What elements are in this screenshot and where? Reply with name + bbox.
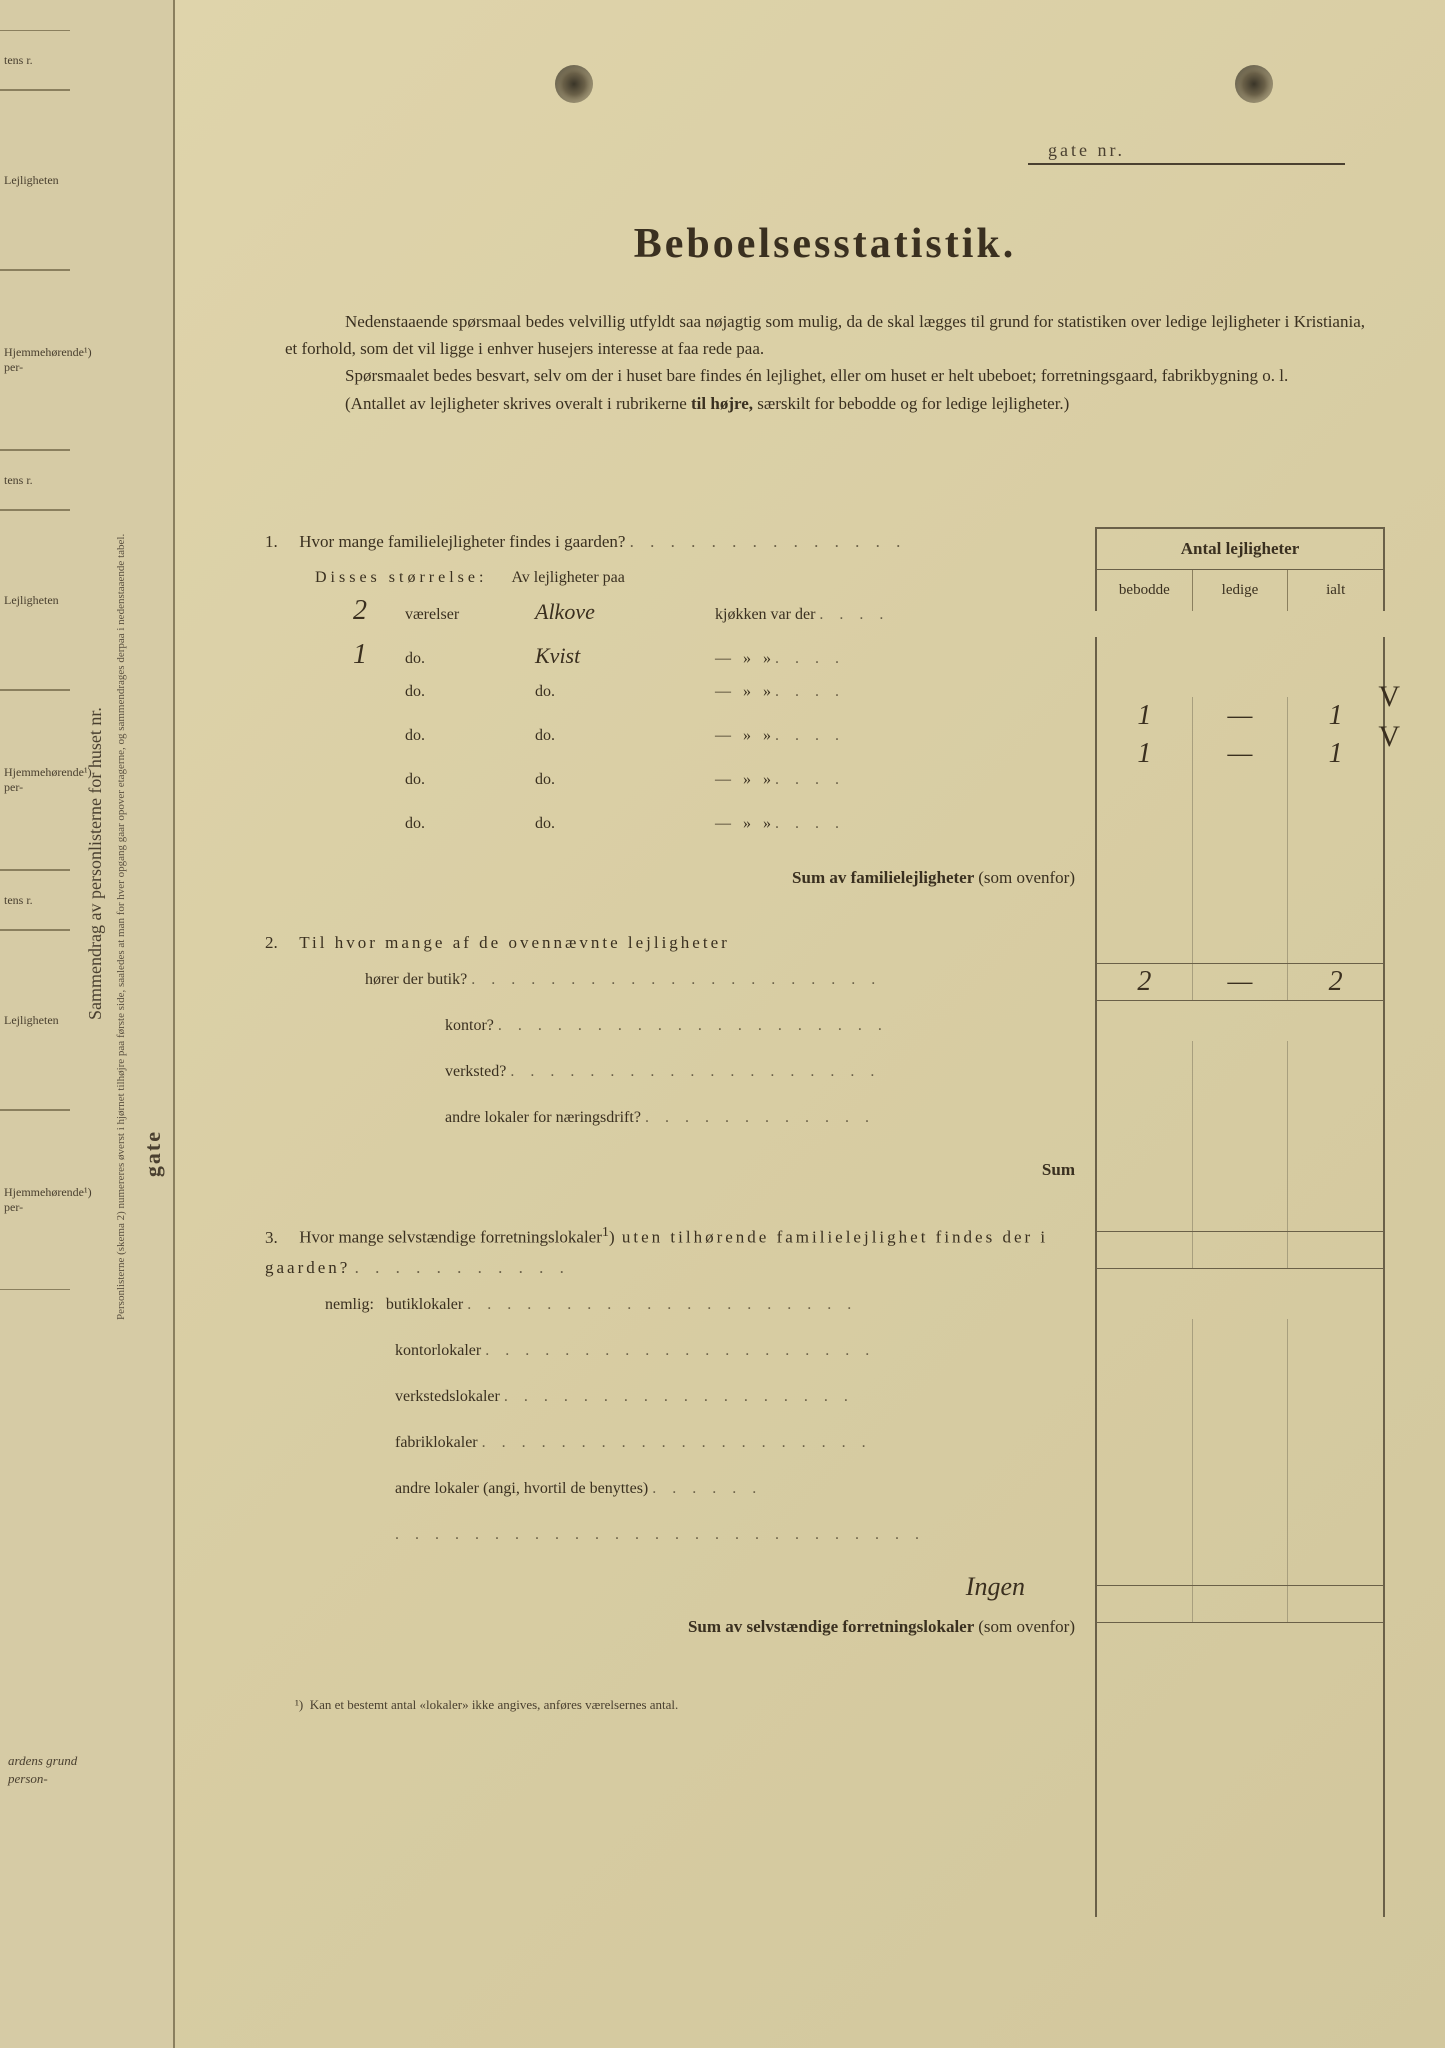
edge-tab: Lejligheten [0,90,70,270]
form-table-area: Antal lejligheter bebodde ledige ialt 1 … [265,527,1385,1637]
q3-row: kontorlokaler . . . . . . . . . . . . . … [395,1342,1085,1378]
edge-tab: Hjemmehørende¹) per- [0,690,70,870]
edge-bottom-text: ardens grund person- [8,1752,77,1788]
intro-paragraph: Nedenstaaende spørsmaal bedes velvillig … [265,308,1385,417]
q2-row: hører der butik? . . . . . . . . . . . .… [365,971,1085,1007]
handwritten-num: 1 [315,639,405,671]
q3-row: verkstedslokaler . . . . . . . . . . . .… [395,1388,1085,1424]
edge-tab: tens r. [0,450,70,510]
edge-tabs: tens r. Lejligheten Hjemmehørende¹) per-… [0,30,70,1880]
question-2: 2. Til hvor mange af de ovennævnte lejli… [265,928,1085,959]
handwritten-note: Alkove [535,599,595,624]
q3-row: fabriklokaler . . . . . . . . . . . . . … [395,1434,1085,1470]
edge-tab: Hjemmehørende¹) per- [0,1110,70,1290]
q3-row-blank: . . . . . . . . . . . . . . . . . . . . … [395,1526,1085,1562]
q2-row: verksted? . . . . . . . . . . . . . . . … [445,1063,1085,1099]
vertical-note: Personlisterne (skema 2) numereres øvers… [115,120,127,1320]
checkmark: V [1378,680,1400,714]
question-3: 3. Hvor mange selvstændige forretningslo… [265,1220,1085,1284]
edge-tab: Hjemmehørende¹) per- [0,270,70,450]
handwritten-signature: Ingen [966,1572,1025,1601]
edge-tab: tens r. [0,870,70,930]
q2-row: kontor? . . . . . . . . . . . . . . . . … [445,1017,1085,1053]
q3-sum: Sum av selvstændige forretningslokaler (… [265,1617,1085,1637]
form-body: 1. Hvor mange familielejligheter findes … [265,527,1385,1637]
intro-p3: (Antallet av lejligheter skrives overalt… [285,390,1365,417]
punch-hole-left [555,65,593,103]
handwritten-num: 2 [315,595,405,627]
q3-rows: nemlig: butiklokaler . . . . . . . . . .… [325,1296,1085,1602]
q1-sublabel: Disses størrelse: Av lejligheter paa [315,569,1085,587]
q1-row: do. do. — » » . . . . [315,815,1085,853]
edge-tab: Lejligheten [0,510,70,690]
edge-tab: Lejligheten [0,930,70,1110]
q2-row: andre lokaler for næringsdrift? . . . . … [445,1109,1085,1145]
main-document-page: gate nr. Beboelsesstatistik. Nedenstaaen… [175,0,1445,2048]
gate-number-field: gate nr. [1028,140,1345,165]
handwritten-note: Kvist [535,643,580,668]
punch-hole-right [1235,65,1273,103]
question-1: 1. Hvor mange familielejligheter findes … [265,527,1085,558]
left-page-edge: tens r. Lejligheten Hjemmehørende¹) per-… [0,0,175,2048]
checkmark: V [1378,720,1400,754]
intro-p2: Spørsmaalet bedes besvart, selv om der i… [285,362,1365,389]
page-title: Beboelsesstatistik. [265,220,1385,268]
vertical-title: Sammendrag av personlisterne for huset n… [85,120,106,1020]
edge-tab: tens r. [0,30,70,90]
q3-row: nemlig: butiklokaler . . . . . . . . . .… [325,1296,1085,1332]
q1-row: do. do. — » » . . . . [315,727,1085,765]
q1-row: 1 do. Kvist — » » . . . . [315,639,1085,677]
q1-row: 2 værelser Alkove kjøkken var der . . . … [315,595,1085,633]
q1-row: do. do. — » » . . . . [315,683,1085,721]
gate-label: gate [140,1130,166,1177]
q2-rows: hører der butik? . . . . . . . . . . . .… [365,971,1085,1145]
q1-sum: Sum av familielejligheter (som ovenfor) [265,868,1085,888]
intro-p1: Nedenstaaende spørsmaal bedes velvillig … [285,308,1365,362]
q2-sum: Sum [265,1160,1085,1180]
q3-row: andre lokaler (angi, hvortil de benyttes… [395,1480,1085,1516]
q1-row: do. do. — » » . . . . [315,771,1085,809]
